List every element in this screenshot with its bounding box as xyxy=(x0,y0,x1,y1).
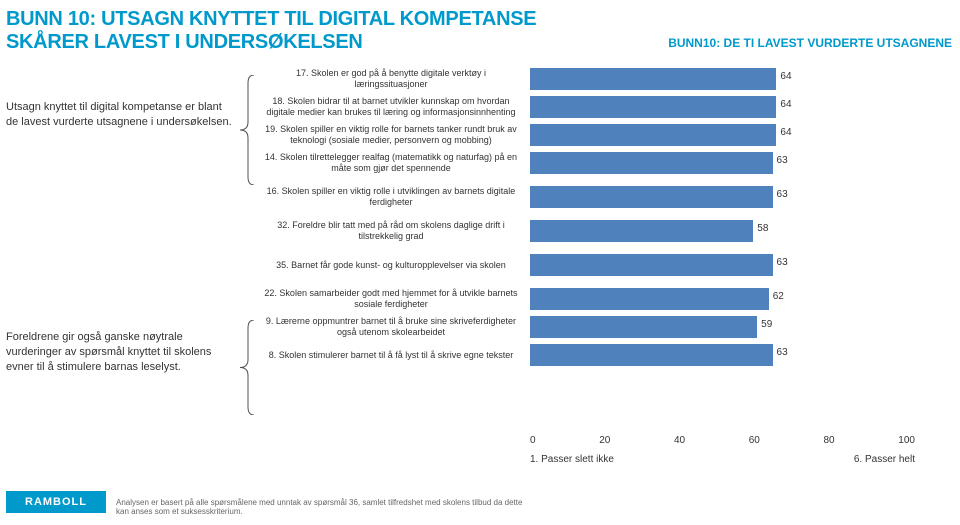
axis-right-label: 6. Passer helt xyxy=(854,454,915,465)
bar xyxy=(530,96,776,118)
bar-track: 63 xyxy=(530,254,915,276)
bar-track: 63 xyxy=(530,152,915,174)
row-label: 35. Barnet får gode kunst- og kulturoppl… xyxy=(260,260,530,271)
bar-value: 63 xyxy=(777,347,788,358)
bar-track: 62 xyxy=(530,288,915,310)
x-axis-labels: 1. Passer slett ikke 6. Passer helt xyxy=(530,454,915,465)
bar-track: 59 xyxy=(530,316,915,338)
bar-value: 58 xyxy=(757,223,768,234)
x-tick: 40 xyxy=(674,435,685,446)
row-label: 8. Skolen stimulerer barnet til å få lys… xyxy=(260,350,530,361)
chart-row: 17. Skolen er god på å benytte digitale … xyxy=(260,68,950,90)
footnote: Analysen er basert på alle spørsmålene m… xyxy=(116,498,526,517)
bar-track: 64 xyxy=(530,124,915,146)
bar xyxy=(530,68,776,90)
brace-bottom xyxy=(240,320,254,415)
row-label: 9. Lærerne oppmuntrer barnet til å bruke… xyxy=(260,316,530,338)
chart-row: 22. Skolen samarbeider godt med hjemmet … xyxy=(260,288,950,310)
title-line1: BUNN 10: UTSAGN KNYTTET TIL DIGITAL KOMP… xyxy=(6,8,536,30)
row-label: 19. Skolen spiller en viktig rolle for b… xyxy=(260,124,530,146)
chart-row: 16. Skolen spiller en viktig rolle i utv… xyxy=(260,186,950,208)
bar-chart: 17. Skolen er god på å benytte digitale … xyxy=(260,68,950,428)
row-label: 16. Skolen spiller en viktig rolle i utv… xyxy=(260,186,530,208)
x-tick: 20 xyxy=(599,435,610,446)
left-annotation-1: Utsagn knyttet til digital kompetanse er… xyxy=(6,100,236,130)
bar xyxy=(530,186,773,208)
x-axis: 0 20 40 60 80 100 1. Passer slett ikke 6. Pas… xyxy=(530,435,915,465)
bar-value: 63 xyxy=(777,189,788,200)
brace-top xyxy=(240,75,254,185)
bar-value: 63 xyxy=(777,155,788,166)
chart-row: 35. Barnet får gode kunst- og kulturoppl… xyxy=(260,254,950,276)
bar-track: 63 xyxy=(530,186,915,208)
bar-value: 63 xyxy=(777,257,788,268)
bar-value: 64 xyxy=(780,99,791,110)
row-label: 17. Skolen er god på å benytte digitale … xyxy=(260,68,530,90)
bar xyxy=(530,316,757,338)
bar xyxy=(530,220,753,242)
x-tick: 0 xyxy=(530,435,536,446)
row-label: 32. Foreldre blir tatt med på råd om sko… xyxy=(260,220,530,242)
bar-value: 62 xyxy=(773,291,784,302)
bar-track: 64 xyxy=(530,68,915,90)
axis-left-label: 1. Passer slett ikke xyxy=(530,454,614,465)
bar xyxy=(530,288,769,310)
x-axis-ticks: 0 20 40 60 80 100 xyxy=(530,435,915,446)
x-tick: 60 xyxy=(749,435,760,446)
chart-row: 9. Lærerne oppmuntrer barnet til å bruke… xyxy=(260,316,950,338)
bar xyxy=(530,344,773,366)
chart-row: 32. Foreldre blir tatt med på råd om sko… xyxy=(260,220,950,242)
row-label: 22. Skolen samarbeider godt med hjemmet … xyxy=(260,288,530,310)
bar xyxy=(530,152,773,174)
chart-row: 19. Skolen spiller en viktig rolle for b… xyxy=(260,124,950,146)
row-label: 14. Skolen tilrettelegger realfag (matem… xyxy=(260,152,530,174)
bar-track: 63 xyxy=(530,344,915,366)
chart-row: 14. Skolen tilrettelegger realfag (matem… xyxy=(260,152,950,174)
left-annotation-2: Foreldrene gir også ganske nøytrale vurd… xyxy=(6,330,216,375)
chart-row: 18. Skolen bidrar til at barnet utvikler… xyxy=(260,96,950,118)
bar-value: 59 xyxy=(761,319,772,330)
row-label: 18. Skolen bidrar til at barnet utvikler… xyxy=(260,96,530,118)
chart-row: 8. Skolen stimulerer barnet til å få lys… xyxy=(260,344,950,366)
bar-track: 58 xyxy=(530,220,915,242)
ramboll-logo: RAMBOLL xyxy=(6,491,106,513)
bar xyxy=(530,254,773,276)
bar-value: 64 xyxy=(780,71,791,82)
title-line2: SKÅRER LAVEST I UNDERSØKELSEN xyxy=(6,31,363,53)
x-tick: 80 xyxy=(824,435,835,446)
x-tick: 100 xyxy=(898,435,915,446)
bar-value: 64 xyxy=(780,127,791,138)
bar xyxy=(530,124,776,146)
bar-track: 64 xyxy=(530,96,915,118)
chart-subtitle: BUNN10: DE TI LAVEST VURDERTE UTSAGNENE xyxy=(668,36,952,50)
